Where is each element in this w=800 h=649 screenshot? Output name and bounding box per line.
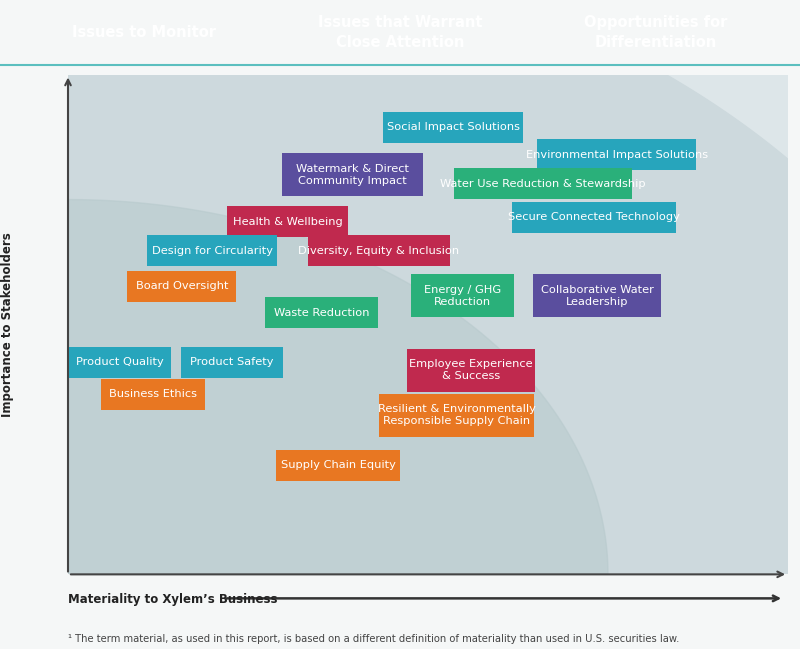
Text: Environmental Impact Solutions: Environmental Impact Solutions: [526, 149, 708, 160]
FancyBboxPatch shape: [407, 349, 535, 392]
FancyBboxPatch shape: [411, 275, 514, 317]
Polygon shape: [68, 200, 608, 574]
Polygon shape: [68, 75, 788, 574]
Text: Diversity, Equity & Inclusion: Diversity, Equity & Inclusion: [298, 245, 460, 256]
Text: Issues to Monitor: Issues to Monitor: [72, 25, 216, 40]
FancyBboxPatch shape: [379, 394, 534, 437]
FancyBboxPatch shape: [276, 450, 400, 481]
Text: Resilient & Environmentally
Responsible Supply Chain: Resilient & Environmentally Responsible …: [378, 404, 536, 426]
FancyBboxPatch shape: [69, 347, 171, 378]
Text: Water Use Reduction & Stewardship: Water Use Reduction & Stewardship: [440, 178, 646, 189]
Text: Board Oversight: Board Oversight: [135, 281, 228, 291]
FancyBboxPatch shape: [127, 271, 237, 302]
FancyBboxPatch shape: [454, 168, 633, 199]
FancyBboxPatch shape: [538, 139, 696, 170]
FancyBboxPatch shape: [147, 235, 277, 266]
Text: Health & Wellbeing: Health & Wellbeing: [233, 217, 342, 227]
Text: Collaborative Water
Leadership: Collaborative Water Leadership: [541, 284, 654, 306]
Text: Business Ethics: Business Ethics: [109, 389, 197, 400]
FancyBboxPatch shape: [511, 202, 676, 232]
Text: Materiality to Xylem’s Business: Materiality to Xylem’s Business: [68, 593, 278, 606]
FancyBboxPatch shape: [101, 379, 205, 410]
FancyBboxPatch shape: [533, 275, 662, 317]
FancyBboxPatch shape: [282, 153, 422, 196]
FancyBboxPatch shape: [383, 112, 523, 143]
Text: Product Quality: Product Quality: [76, 358, 164, 367]
Text: Design for Circularity: Design for Circularity: [151, 245, 273, 256]
Text: Product Safety: Product Safety: [190, 358, 274, 367]
Text: ¹ The term material, as used in this report, is based on a different definition : ¹ The term material, as used in this rep…: [68, 634, 679, 644]
Text: Supply Chain Equity: Supply Chain Equity: [281, 460, 395, 471]
Text: Opportunities for
Differentiation: Opportunities for Differentiation: [584, 16, 728, 50]
Text: Energy / GHG
Reduction: Energy / GHG Reduction: [424, 284, 501, 306]
Text: Social Impact Solutions: Social Impact Solutions: [386, 122, 520, 132]
FancyBboxPatch shape: [308, 235, 450, 266]
Text: Waste Reduction: Waste Reduction: [274, 308, 369, 317]
Text: Importance to Stakeholders: Importance to Stakeholders: [2, 232, 14, 417]
Text: Issues that Warrant
Close Attention: Issues that Warrant Close Attention: [318, 16, 482, 50]
FancyBboxPatch shape: [227, 206, 348, 237]
Text: Employee Experience
& Success: Employee Experience & Success: [410, 360, 533, 382]
Text: Secure Connected Technology: Secure Connected Technology: [508, 212, 679, 222]
Text: Watermark & Direct
Community Impact: Watermark & Direct Community Impact: [296, 164, 409, 186]
FancyBboxPatch shape: [265, 297, 378, 328]
FancyBboxPatch shape: [181, 347, 283, 378]
